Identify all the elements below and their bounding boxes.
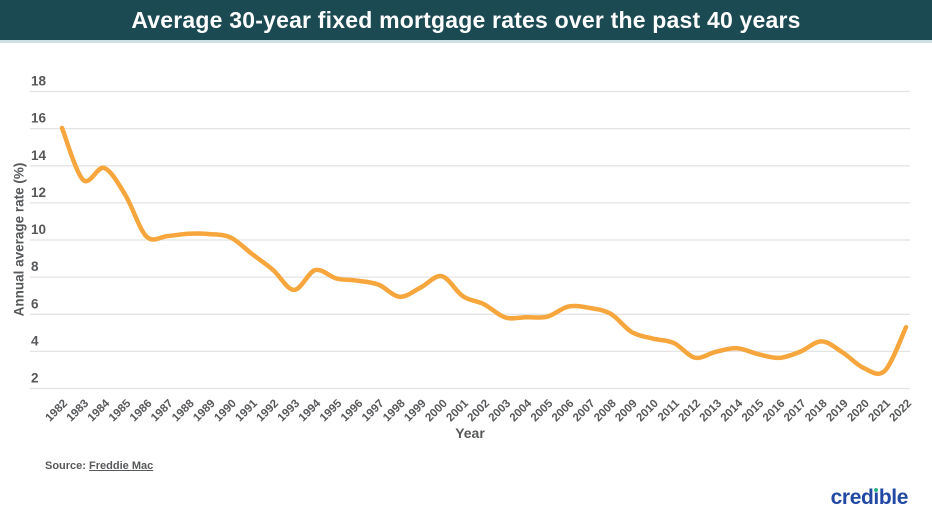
x-tick-label-1984: 1984	[86, 397, 113, 424]
y-tick-label-12: 12	[31, 185, 46, 200]
x-tick-label-2014: 2014	[719, 397, 746, 424]
y-tick-label-6: 6	[31, 296, 39, 311]
x-tick-label-2019: 2019	[824, 398, 851, 425]
x-tick-label-1991: 1991	[233, 397, 260, 424]
x-tick-label-2022: 2022	[888, 398, 915, 425]
logo-i-with-green-dot: ı	[873, 486, 879, 509]
x-tick-label-1988: 1988	[170, 397, 197, 424]
y-tick-label-10: 10	[31, 222, 46, 237]
source-prefix: Source:	[45, 460, 86, 472]
y-axis-title: Annual average rate (%)	[11, 162, 27, 317]
x-tick-label-2021: 2021	[866, 397, 893, 424]
x-tick-label-2007: 2007	[571, 398, 598, 425]
x-tick-label-1996: 1996	[339, 398, 366, 425]
x-tick-label-2018: 2018	[803, 397, 830, 424]
x-tick-label-2001: 2001	[444, 397, 471, 424]
x-tick-label-1989: 1989	[191, 398, 218, 425]
x-tick-label-2012: 2012	[677, 398, 704, 425]
x-tick-label-2002: 2002	[466, 398, 493, 425]
x-tick-label-1992: 1992	[255, 398, 282, 425]
y-tick-label-2: 2	[31, 371, 39, 386]
x-tick-label-1995: 1995	[318, 397, 345, 424]
x-tick-label-1998: 1998	[381, 397, 408, 424]
x-tick-label-2020: 2020	[845, 398, 872, 425]
logo-text-pre: cred	[830, 486, 874, 509]
source-link[interactable]: Freddie Mac	[89, 460, 154, 472]
logo-text-post: ble	[878, 486, 909, 509]
x-tick-label-1983: 1983	[65, 398, 92, 425]
y-tick-label-16: 16	[31, 111, 47, 126]
x-tick-label-1985: 1985	[107, 397, 134, 424]
x-tick-label-1994: 1994	[297, 397, 324, 424]
x-tick-label-2011: 2011	[656, 397, 683, 424]
x-tick-label-2017: 2017	[782, 398, 809, 425]
x-tick-label-2013: 2013	[698, 398, 725, 425]
x-tick-label-2005: 2005	[529, 397, 556, 424]
y-tick-label-18: 18	[31, 74, 47, 89]
x-tick-label-2008: 2008	[592, 397, 619, 424]
mortgage-rate-line-series	[59, 125, 909, 376]
x-tick-label-1993: 1993	[276, 398, 303, 425]
x-tick-label-2015: 2015	[740, 397, 767, 424]
x-tick-label-1982: 1982	[44, 398, 71, 425]
y-tick-label-8: 8	[31, 259, 39, 274]
chart-title: Average 30-year fixed mortgage rates ove…	[131, 6, 801, 33]
x-tick-label-2009: 2009	[613, 398, 640, 425]
x-tick-label-2004: 2004	[508, 397, 535, 424]
x-tick-label-1986: 1986	[128, 398, 155, 425]
credible-logo: credı ble	[830, 486, 909, 510]
logo-green-dot-icon	[874, 487, 879, 492]
x-tick-label-1999: 1999	[402, 398, 429, 425]
y-tick-label-4: 4	[31, 333, 39, 348]
x-tick-label-2006: 2006	[550, 398, 577, 425]
x-tick-label-1987: 1987	[149, 398, 176, 425]
x-tick-label-1990: 1990	[212, 398, 239, 425]
x-tick-label-2016: 2016	[761, 398, 788, 425]
y-tick-label-14: 14	[31, 148, 47, 163]
x-tick-label-2010: 2010	[634, 398, 661, 425]
chart-title-bar: Average 30-year fixed mortgage rates ove…	[0, 0, 932, 43]
source-note: Source: Freddie Mac	[45, 460, 153, 472]
x-tick-label-2000: 2000	[423, 398, 450, 425]
x-tick-label-1997: 1997	[360, 398, 387, 425]
x-axis-title: Year	[455, 425, 485, 441]
x-tick-label-2003: 2003	[487, 398, 514, 425]
